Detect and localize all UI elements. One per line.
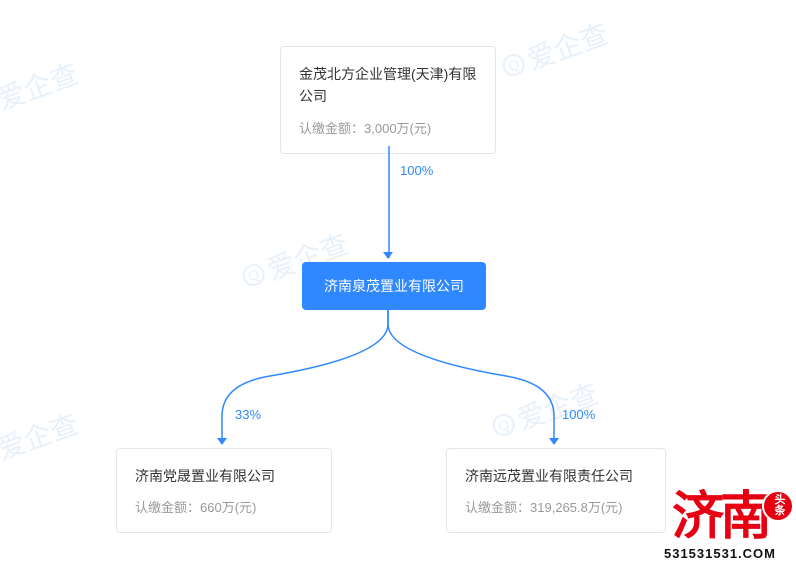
edge-parent-center — [388, 146, 390, 258]
pct-child-0: 33% — [235, 407, 261, 422]
parent-title: 金茂北方企业管理(天津)有限公司 — [299, 63, 477, 108]
parent-node: 金茂北方企业管理(天津)有限公司 认缴金额：3,000万(元) — [280, 46, 496, 154]
child-node-0: 济南党晟置业有限公司 认缴金额：660万(元) — [116, 448, 332, 533]
pct-child-1: 100% — [562, 407, 595, 422]
center-node: 济南泉茂置业有限公司 — [302, 262, 486, 310]
logo-main: 济南 头条 — [664, 492, 776, 544]
watermark: Q爱企查 — [496, 12, 613, 87]
child-sub: 认缴金额：660万(元) — [135, 497, 313, 516]
edge-split — [150, 306, 650, 444]
child-title: 济南远茂置业有限责任公司 — [465, 465, 647, 487]
center-title: 济南泉茂置业有限公司 — [324, 278, 464, 294]
child-sub: 认缴金额：319,265.8万(元) — [465, 497, 647, 516]
arrow-icon — [383, 252, 393, 259]
watermark: Q爱企查 — [0, 402, 84, 477]
logo-url: 531531531.COM — [664, 546, 776, 561]
logo-badge: 头条 — [762, 490, 794, 522]
arrow-icon — [217, 438, 227, 445]
arrow-icon — [549, 438, 559, 445]
child-node-1: 济南远茂置业有限责任公司 认缴金额：319,265.8万(元) — [446, 448, 666, 533]
child-title: 济南党晟置业有限公司 — [135, 465, 313, 487]
pct-parent: 100% — [400, 163, 433, 178]
site-logo: 济南 头条 531531531.COM — [664, 492, 776, 561]
watermark: Q爱企查 — [0, 52, 84, 127]
parent-sub: 认缴金额：3,000万(元) — [299, 118, 477, 137]
